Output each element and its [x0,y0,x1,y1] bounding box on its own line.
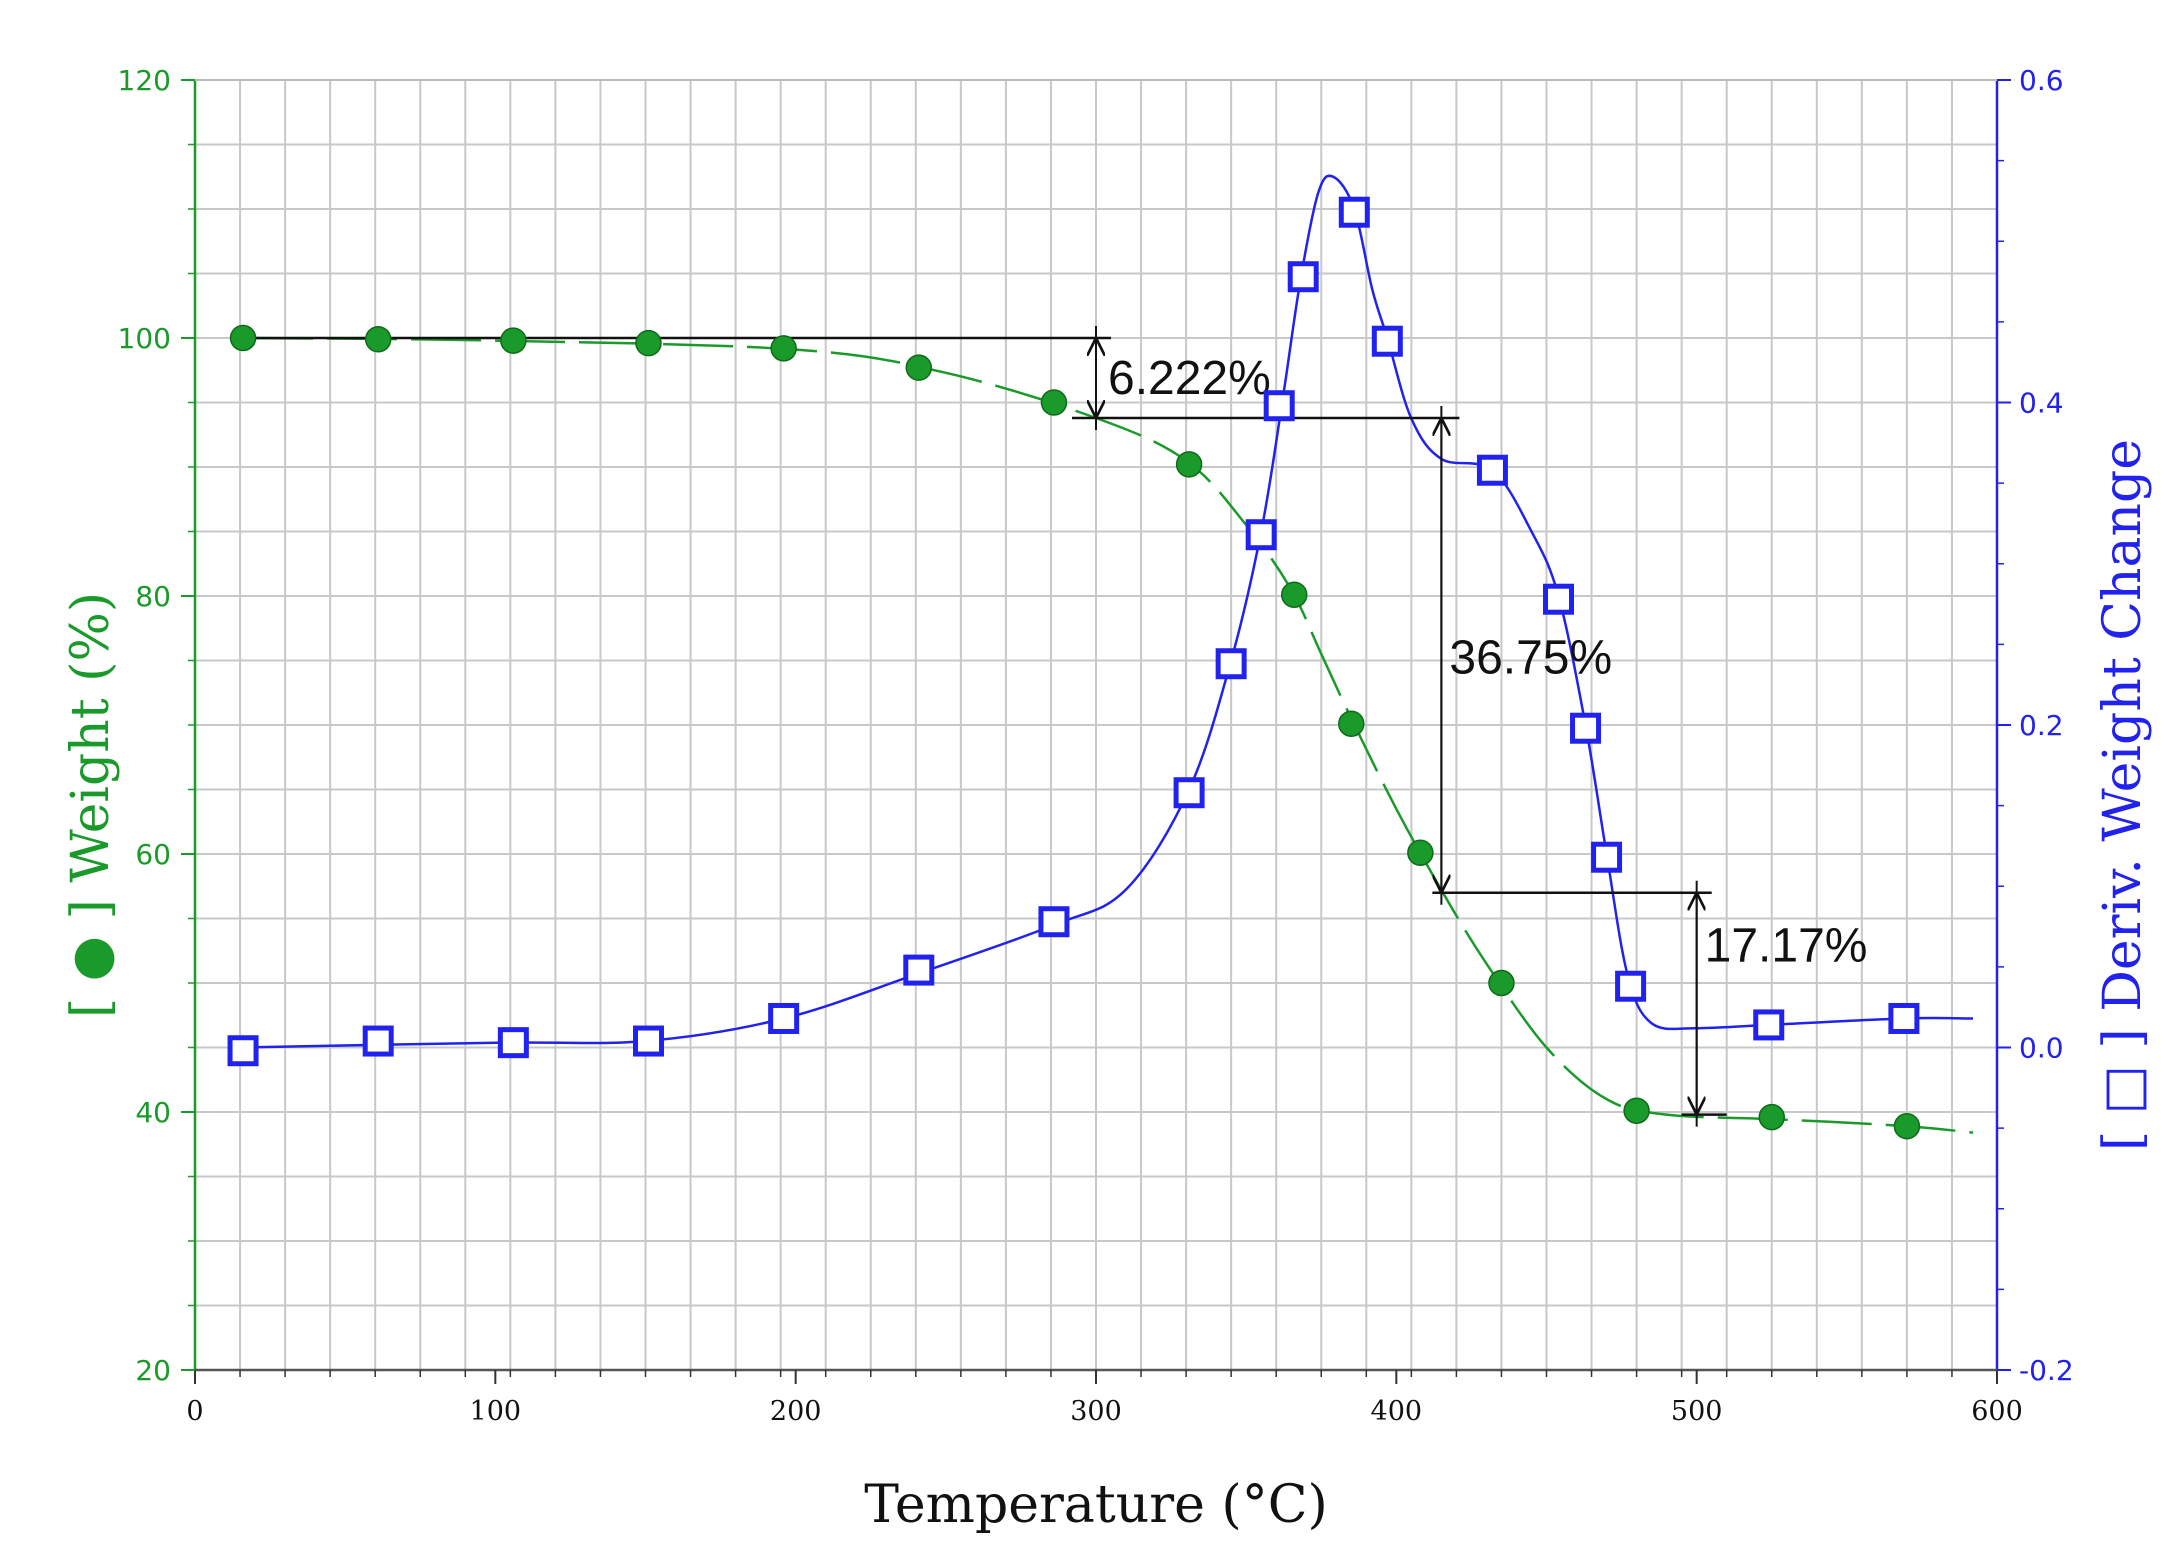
x-tick-label: 600 [1971,1396,2023,1427]
weight-point [1623,1097,1650,1124]
weight-point [635,329,662,357]
deriv-point [1591,841,1623,873]
right-tick-label: 0.0 [2019,1032,2064,1065]
deriv-curve [243,174,1974,1049]
right-tick-label: 0.6 [2019,64,2064,97]
x-tick-label: 300 [1070,1396,1122,1427]
right-axis-title: [ □ ] Deriv. Weight Change [2093,439,2153,1151]
weight-point [1893,1112,1921,1140]
weight-point [1488,969,1515,997]
annotation-label: 36.75% [1449,631,1612,684]
deriv-point [633,1025,665,1057]
axes [181,79,2011,1384]
right-tick-label: 0.4 [2019,387,2064,420]
curves [243,174,1974,1134]
weight-point [364,326,392,353]
weight-curve [243,336,1974,1134]
deriv-point [903,954,935,986]
right-tick-label: 0.2 [2019,709,2064,742]
weight-point [905,354,933,381]
deriv-point [1888,1002,1920,1034]
deriv-point [1173,777,1205,809]
deriv-point [1263,390,1295,422]
weight-point [1338,710,1365,737]
deriv-point [227,1035,259,1067]
deriv-point [1038,906,1070,938]
deriv-point [497,1027,529,1059]
left-tick-label: 120 [118,64,171,97]
left-tick-label: 40 [135,1096,171,1129]
deriv-point [1570,712,1602,744]
deriv-point [1615,970,1647,1002]
x-axis-title: Temperature (°C) [864,1475,1328,1535]
left-tick-label: 100 [118,322,171,355]
labels: 0 100 200 300 400 500 600 20 40 60 80 100 120 -0.2 0.0… [61,64,2153,1535]
weight-point [1175,451,1203,478]
weight-point [500,327,527,354]
annotations: 6.222% 36.75% 17.17% [243,326,1867,1127]
x-tick-label: 400 [1371,1396,1423,1427]
weight-point [1280,581,1308,608]
left-tick-label: 20 [135,1354,171,1387]
deriv-point [1245,519,1277,551]
deriv-point [1543,583,1575,615]
weight-point [1040,389,1068,416]
grid [195,80,1997,1370]
x-tick-label: 0 [186,1396,203,1427]
left-tick-label: 60 [135,838,171,871]
deriv-point [362,1025,394,1057]
weight-point [1407,839,1434,866]
right-tick-label: -0.2 [2019,1354,2074,1387]
x-tick-label: 100 [470,1396,522,1427]
x-tick-label: 500 [1671,1396,1723,1427]
deriv-point [1215,648,1247,680]
deriv-point [1476,454,1508,486]
markers [227,196,1921,1140]
left-tick-label: 80 [135,580,171,613]
deriv-point [1287,261,1319,293]
weight-point [229,324,257,352]
deriv-point [1753,1009,1785,1041]
x-tick-label: 200 [770,1396,822,1427]
deriv-point [1338,196,1370,228]
left-axis-title: [ ● ] Weight (%) [61,592,121,1018]
annotation-label: 6.222% [1108,352,1271,405]
deriv-point [768,1002,800,1034]
deriv-point [1371,325,1403,357]
weight-point [1758,1103,1785,1131]
weight-point [770,335,797,362]
annotation-label: 17.17% [1705,920,1868,973]
